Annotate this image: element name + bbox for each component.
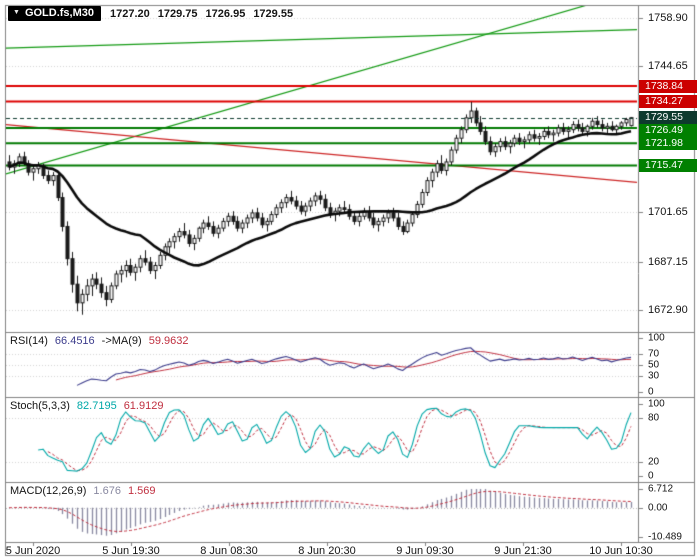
price-scale-label: 1687.15 [648,255,688,268]
close-value: 1729.55 [253,7,294,20]
symbol-selector[interactable]: ▼ GOLD.fs,M30 [8,6,102,21]
rsi-scale-label: 100 [648,332,665,344]
price-scale-label: 1758.90 [648,12,688,24]
stoch-pane-label: Stoch(5,3,3) 82.7195 61.9129 [10,400,170,412]
time-axis-label: 5 Jun 2020 [5,545,61,557]
price-scale-label: 1672.90 [648,303,688,316]
price-badge-support: 1721.98 [639,137,697,151]
price-badge-resistance: 1734.27 [639,95,697,109]
stoch-k-value: 82.7195 [76,400,117,412]
rsi-scale-label: 0 [648,386,654,398]
symbol-timeframe-label: GOLD.fs,M30 [24,7,95,19]
macd-name: MACD(12,26,9) [10,485,87,497]
time-axis-label: 5 Jun 19:30 [102,545,160,557]
dropdown-arrow-icon: ▼ [13,9,20,16]
rsi-pane-label: RSI(14) 66.4516 ->MA(9) 59.9632 [10,335,195,347]
price-badge-support: 1726.49 [639,124,697,138]
macd-value: 1.676 [93,485,121,497]
rsi-scale-label: 30 [648,370,660,382]
open-value: 1727.20 [110,7,150,20]
stoch-scale-label: 100 [648,398,665,410]
price-badge-resistance: 1738.84 [639,79,697,93]
rsi-name: RSI(14) [10,335,48,347]
price-badge-current: 1729.55 [639,111,697,125]
rsi-ma-name: ->MA(9) [101,335,142,347]
macd-scale-label: 6.712 [648,483,674,495]
stoch-scale-label: 0 [648,470,654,482]
rsi-scale-label: 50 [648,359,660,371]
macd-signal-value: 1.569 [127,485,156,497]
high-value: 1729.75 [157,7,198,20]
price-scale-label: 1744.65 [648,60,688,73]
stoch-scale-label: 80 [648,412,660,424]
rsi-scale-label: 70 [648,348,660,360]
rsi-value: 66.4516 [54,335,95,347]
price-badge-support: 1715.47 [639,158,697,172]
macd-scale-label: -10.489 [648,531,682,543]
low-value: 1726.95 [205,7,246,20]
price-scale-label: 1701.65 [648,206,688,219]
rsi-ma-value: 59.9632 [148,335,189,347]
time-axis-label: 9 Jun 09:30 [396,545,454,557]
stoch-name: Stoch(5,3,3) [10,400,70,412]
ohlc-readout: 1727.20 1729.75 1726.95 1729.55 [110,8,293,20]
macd-scale-label: 0.00 [648,502,668,514]
time-axis-label: 9 Jun 21:30 [494,545,552,557]
stoch-scale-label: 20 [648,456,660,468]
chart-title: ▼ GOLD.fs,M30 1727.20 1729.75 1726.95 17… [8,6,293,21]
stoch-d-value: 61.9129 [123,400,164,412]
macd-pane-label: MACD(12,26,9) 1.676 1.569 [10,485,162,497]
time-axis-label: 8 Jun 20:30 [298,545,356,557]
time-axis-label: 8 Jun 08:30 [200,545,258,557]
time-axis-label: 10 Jun 10:30 [589,545,653,557]
